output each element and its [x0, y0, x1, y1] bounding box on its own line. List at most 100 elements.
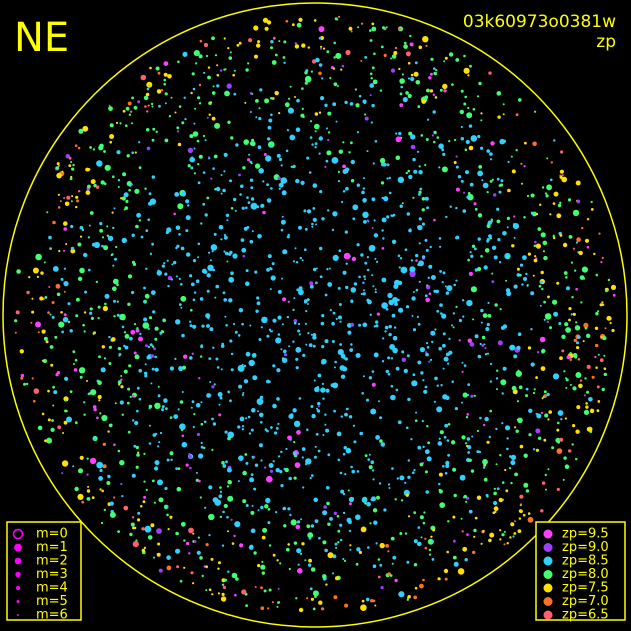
star [370, 460, 375, 465]
star [178, 277, 181, 280]
star [515, 370, 522, 377]
star [264, 504, 269, 509]
star [525, 387, 529, 391]
star [340, 353, 346, 359]
star [463, 102, 467, 106]
star [188, 552, 191, 555]
star [571, 443, 574, 446]
star [41, 359, 44, 362]
star [277, 289, 282, 294]
magnitude-marker [15, 571, 21, 578]
star [436, 406, 443, 413]
star [407, 93, 412, 99]
star [398, 266, 401, 269]
star [306, 597, 309, 600]
star [151, 175, 155, 179]
star [307, 46, 310, 49]
star [564, 322, 569, 327]
star [219, 490, 222, 493]
star [394, 578, 398, 583]
star [473, 202, 477, 206]
star [54, 335, 58, 339]
star [437, 441, 443, 446]
star [583, 322, 589, 328]
star [176, 244, 180, 248]
star [93, 241, 100, 249]
star [443, 60, 446, 63]
star [438, 482, 441, 486]
star [343, 252, 351, 260]
star [543, 300, 546, 304]
star [426, 206, 429, 210]
star [220, 596, 227, 602]
star [219, 515, 223, 519]
star [143, 452, 146, 455]
star [547, 468, 550, 471]
star [586, 218, 590, 221]
star [257, 564, 261, 568]
star [131, 516, 135, 519]
star [203, 446, 206, 450]
star [541, 287, 544, 291]
star [395, 388, 399, 392]
star [31, 297, 34, 300]
star [224, 90, 230, 97]
star [601, 256, 604, 259]
star [181, 391, 184, 393]
star [406, 598, 409, 601]
star [406, 354, 410, 358]
star [97, 317, 100, 320]
star [438, 166, 441, 169]
star [421, 99, 427, 104]
star [385, 369, 389, 374]
star [556, 428, 560, 432]
star [321, 77, 324, 80]
star [76, 297, 80, 302]
star [199, 39, 203, 43]
star [427, 538, 434, 545]
star [277, 333, 281, 336]
star [106, 481, 111, 485]
star [600, 261, 603, 264]
star [433, 130, 437, 135]
star [138, 166, 142, 170]
star [474, 247, 477, 251]
star [365, 597, 370, 602]
star [136, 327, 139, 330]
star [445, 395, 450, 400]
star [312, 267, 317, 272]
star [469, 342, 475, 347]
star [158, 104, 161, 108]
star [468, 124, 473, 128]
star [200, 401, 203, 404]
star [502, 498, 505, 501]
star [249, 239, 254, 244]
star [138, 141, 141, 144]
star [144, 105, 147, 108]
star [211, 250, 214, 253]
star [395, 136, 402, 143]
star [422, 578, 425, 582]
star [249, 544, 254, 549]
star [298, 607, 304, 613]
star [518, 517, 522, 520]
star [461, 299, 465, 302]
star [442, 332, 446, 336]
star [45, 340, 49, 344]
star [70, 200, 73, 203]
star [352, 204, 359, 211]
star [129, 395, 132, 398]
star [254, 463, 259, 467]
star [286, 315, 290, 319]
star [228, 252, 232, 256]
star [123, 369, 128, 374]
star [182, 51, 188, 57]
star [325, 388, 330, 393]
star [63, 221, 68, 226]
star [292, 308, 295, 312]
star [205, 313, 211, 319]
star [505, 279, 508, 282]
star [505, 288, 511, 293]
star [470, 469, 475, 473]
star [175, 319, 181, 325]
